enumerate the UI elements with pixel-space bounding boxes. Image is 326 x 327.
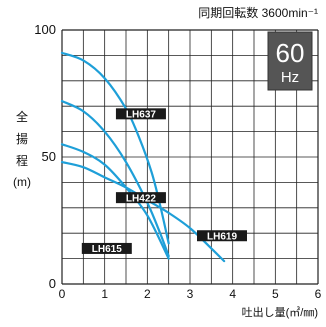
badge-background xyxy=(267,31,313,91)
series-label-box-lh637 xyxy=(115,108,166,120)
y-axis-label-char: 揚 xyxy=(16,132,28,146)
x-tick-label: 3 xyxy=(187,287,194,301)
curve-lh615 xyxy=(60,143,170,260)
badge-frequency-unit: Hz xyxy=(281,69,299,86)
x-tick-label: 6 xyxy=(315,287,322,301)
x-tick-label: 5 xyxy=(272,287,279,301)
series-label-lh422: LH422 xyxy=(126,193,156,204)
y-axis-label-char: 全 xyxy=(16,109,28,124)
series-label-box-lh422 xyxy=(115,192,166,204)
x-axis-label: 吐出し量(㎥/㎜) xyxy=(242,305,318,319)
badge-frequency-number: 60 xyxy=(276,38,305,68)
series-labels: LH637 LH422 LH619 LH615 xyxy=(81,108,247,255)
x-tick-label: 1 xyxy=(101,287,108,301)
x-tick-label: 2 xyxy=(144,287,151,301)
series-label-box-lh619 xyxy=(197,230,247,242)
x-tick-label: 0 xyxy=(59,287,66,301)
curve-lh422 xyxy=(60,100,170,258)
y-tick-label: 100 xyxy=(34,22,56,37)
y-tick-label: 0 xyxy=(49,276,56,291)
y-axis-label: 全揚程 (m) xyxy=(13,109,31,189)
y-axis-label-char: (m) xyxy=(13,175,31,189)
series-label-lh615: LH615 xyxy=(92,244,122,255)
y-tick-label: 50 xyxy=(42,149,56,164)
series-label-lh619: LH619 xyxy=(207,232,237,243)
x-tick-label: 4 xyxy=(229,287,236,301)
y-axis-label-char: 程 xyxy=(16,153,28,168)
frequency-badge: 60 Hz xyxy=(267,31,313,91)
series-label-lh637: LH637 xyxy=(126,110,156,121)
speed-label: 同期回転数 3600min⁻¹ xyxy=(198,5,318,20)
series-label-box-lh615 xyxy=(81,242,132,254)
